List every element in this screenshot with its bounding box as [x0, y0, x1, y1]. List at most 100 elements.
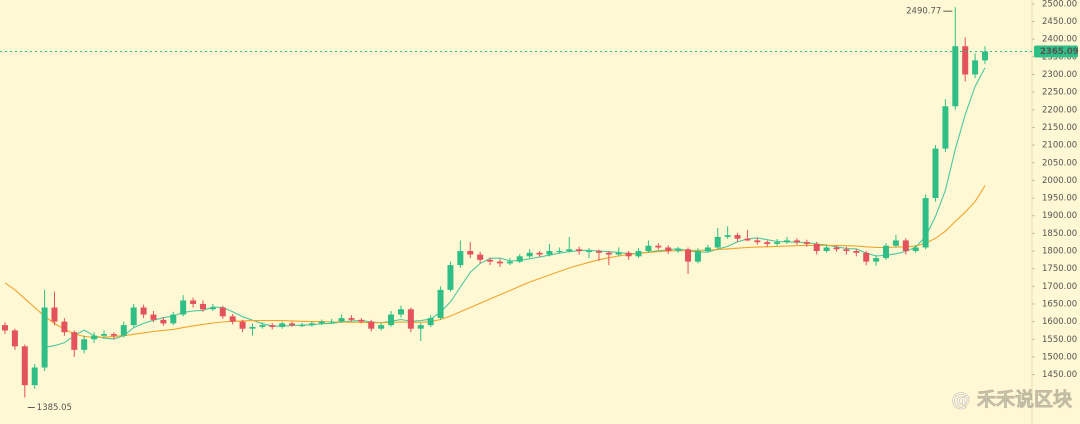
- candle-body: [655, 245, 662, 248]
- candle-body: [289, 323, 296, 326]
- candle-body: [526, 252, 533, 257]
- candle-body: [279, 323, 286, 327]
- candle-body: [170, 314, 177, 324]
- candle-body: [100, 333, 107, 336]
- candle-body: [437, 289, 444, 319]
- candle-body: [892, 240, 899, 246]
- candle-body: [190, 300, 197, 304]
- candle-body: [41, 307, 48, 368]
- last-price-tag: [1034, 45, 1078, 58]
- candle-body: [784, 240, 791, 243]
- candle-body: [457, 251, 464, 266]
- candle-body: [625, 252, 632, 257]
- candle-body: [635, 251, 642, 257]
- y-tick-label: 2150.00: [1042, 123, 1077, 133]
- y-tick-label: 1500.00: [1042, 352, 1077, 362]
- candle-body: [120, 325, 127, 336]
- candle-body: [477, 254, 484, 260]
- y-tick-label: 2000.00: [1042, 176, 1077, 186]
- candle-body: [774, 242, 781, 244]
- candle-body: [467, 251, 474, 255]
- candle-body: [546, 251, 553, 255]
- y-tick-label: 1900.00: [1042, 211, 1077, 221]
- candle-body: [388, 314, 395, 326]
- moving-average-line: [4, 185, 986, 339]
- candle-body: [31, 367, 38, 386]
- candle-body: [51, 307, 58, 322]
- candle-body: [724, 235, 731, 237]
- candle-body: [576, 249, 583, 252]
- candle-body: [675, 249, 682, 252]
- candle-body: [982, 51, 988, 61]
- candle-body: [318, 321, 325, 324]
- candle-body: [21, 346, 28, 386]
- candle-body: [734, 235, 741, 239]
- candle-body: [595, 251, 602, 253]
- candle-body: [912, 247, 919, 252]
- candle-body: [447, 265, 454, 290]
- candle-body: [229, 316, 236, 322]
- candle-body: [793, 240, 800, 243]
- candle-body: [516, 256, 523, 262]
- candle-body: [160, 319, 167, 324]
- y-tick-label: 2400.00: [1042, 35, 1077, 45]
- y-tick-label: 1600.00: [1042, 317, 1077, 327]
- candle-body: [239, 321, 246, 329]
- candle-body: [11, 330, 18, 347]
- candle-body: [556, 251, 563, 253]
- candle-body: [823, 247, 830, 252]
- candle-body: [843, 249, 850, 252]
- candle-body: [952, 46, 959, 107]
- high-marker-label: 2490.77: [906, 7, 941, 17]
- candle-body: [378, 325, 385, 329]
- candle-body: [269, 325, 276, 327]
- candle-body: [81, 339, 88, 350]
- candle-body: [219, 307, 226, 317]
- candle-body: [873, 258, 880, 262]
- y-tick-label: 1450.00: [1042, 370, 1077, 380]
- y-tick-label: 2050.00: [1042, 158, 1077, 168]
- candle-body: [566, 249, 573, 252]
- candle-body: [586, 251, 593, 253]
- candle-body: [536, 252, 543, 255]
- last-price-label: 2365.09: [1040, 47, 1079, 57]
- candle-body: [645, 245, 652, 252]
- candle-body: [417, 325, 424, 329]
- y-tick-label: 1850.00: [1042, 229, 1077, 239]
- y-tick-label: 1950.00: [1042, 194, 1077, 204]
- y-tick-label: 2200.00: [1042, 105, 1077, 115]
- watermark: @ 禾禾说区块: [951, 388, 1073, 411]
- candle-body: [764, 242, 771, 244]
- candle-body: [407, 309, 414, 329]
- candle-body: [883, 245, 890, 259]
- candle-body: [496, 261, 503, 264]
- candle-body: [605, 252, 612, 255]
- candle-body: [397, 309, 404, 315]
- candle-body: [249, 326, 256, 329]
- y-tick-label: 2100.00: [1042, 141, 1077, 151]
- y-tick-label: 2500.00: [1042, 0, 1077, 9]
- candle-body: [863, 252, 870, 262]
- candle-body: [110, 333, 117, 336]
- candle-body: [942, 106, 949, 149]
- candle-body: [833, 247, 840, 250]
- candle-body: [665, 247, 672, 252]
- candle-body: [902, 240, 909, 252]
- candle-body: [328, 321, 335, 323]
- candle-body: [615, 252, 622, 255]
- candle-body: [932, 148, 939, 199]
- y-tick-label: 1800.00: [1042, 247, 1077, 257]
- candle-body: [427, 318, 434, 326]
- candle-body: [694, 251, 701, 262]
- candle-body: [338, 318, 345, 322]
- candle-body: [2, 325, 8, 331]
- y-tick-label: 1550.00: [1042, 335, 1077, 345]
- candle-body: [853, 251, 860, 253]
- low-marker-label: 1385.05: [37, 403, 72, 413]
- candle-body: [150, 314, 157, 320]
- candle-body: [199, 303, 206, 310]
- candle-body: [922, 198, 929, 248]
- candle-body: [308, 323, 315, 326]
- candle-body: [714, 236, 721, 248]
